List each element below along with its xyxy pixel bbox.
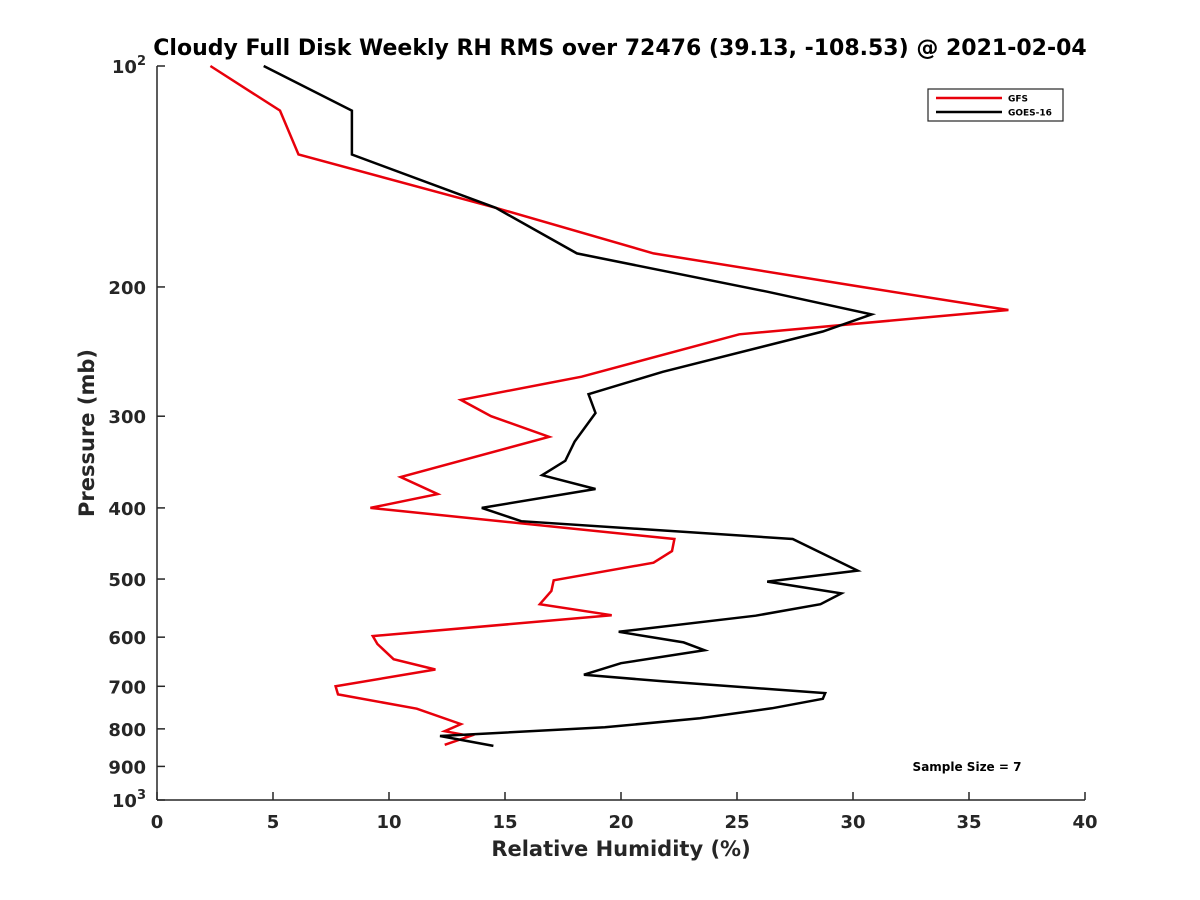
legend-label: GOES-16 xyxy=(1008,109,1052,119)
y-tick-label: 700 xyxy=(108,677,146,698)
y-tick-label: 900 xyxy=(108,757,146,778)
legend-box xyxy=(927,88,1064,122)
y-tick-label: 200 xyxy=(108,278,146,299)
x-tick-label: 40 xyxy=(1072,812,1097,833)
y-tick-label: 102 xyxy=(112,54,146,78)
x-tick-label: 5 xyxy=(267,812,280,833)
series-line-goes-16 xyxy=(263,64,877,748)
y-axis-label: Pressure (mb) xyxy=(75,349,99,517)
y-tick-label: 300 xyxy=(108,407,146,428)
y-tick-label: 500 xyxy=(108,570,146,591)
x-tick-label: 25 xyxy=(724,812,749,833)
axes: 0 5 10 15 20 25 30 35 40 102 200 300 400 500 600 700 800… xyxy=(108,54,1097,833)
x-tick-label: 0 xyxy=(151,812,164,833)
x-tick-label: 10 xyxy=(376,812,401,833)
chart-title: Cloudy Full Disk Weekly RH RMS over 7247… xyxy=(153,36,1086,61)
y-tick-label: 103 xyxy=(112,788,146,812)
y-tick-label: 800 xyxy=(108,720,146,741)
legend-label: GFS xyxy=(1008,95,1028,105)
x-tick-label: 15 xyxy=(492,812,517,833)
y-tick-label: 600 xyxy=(108,628,146,649)
sample-size-annotation: Sample Size = 7 xyxy=(913,760,1022,774)
x-axis-label: Relative Humidity (%) xyxy=(491,837,750,861)
legend: GFS GOES-16 xyxy=(927,88,1064,122)
plot-area xyxy=(209,64,1009,748)
y-tick-label: 400 xyxy=(108,499,146,520)
x-tick-label: 35 xyxy=(956,812,981,833)
series-line-gfs xyxy=(209,64,1009,746)
x-tick-label: 20 xyxy=(608,812,633,833)
x-tick-label: 30 xyxy=(840,812,865,833)
